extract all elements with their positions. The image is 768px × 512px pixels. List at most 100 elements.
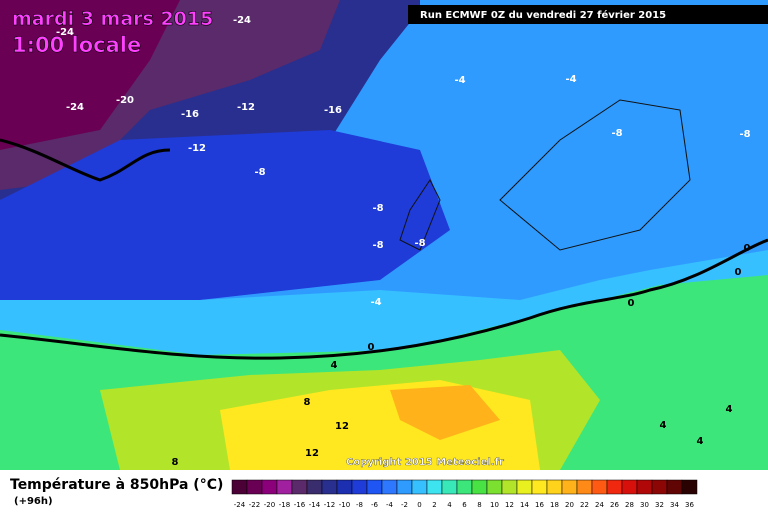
isotherm (0, 138, 171, 182)
color-swatch (501, 479, 518, 495)
contour-label: -20 (116, 95, 134, 106)
zero-isotherm (0, 238, 768, 360)
contour-label: -16 (324, 105, 342, 116)
color-swatch (621, 479, 638, 495)
contour-label: -24 (233, 15, 251, 26)
legend-tick-label: 8 (477, 501, 481, 509)
legend-tick-label: -22 (249, 501, 260, 509)
legend-tick-label: -6 (371, 501, 379, 509)
legend-tick-label: 2 (432, 501, 436, 509)
contour-label: 12 (335, 421, 349, 432)
color-swatch (666, 479, 683, 495)
color-swatch (681, 479, 698, 495)
legend-tick-label: -10 (339, 501, 350, 509)
legend-tick-label: 16 (535, 501, 544, 509)
color-swatch (546, 479, 563, 495)
legend-tick-label: -4 (386, 501, 394, 509)
legend-tick-label: 12 (505, 501, 514, 509)
legend-tick-label: -14 (309, 501, 321, 509)
warm-area (390, 385, 500, 440)
color-swatch (636, 479, 653, 495)
legend-tick-label: 14 (520, 501, 529, 509)
legend-subtitle: (+96h) (14, 496, 53, 507)
color-swatch (456, 479, 473, 495)
legend-tick-label: -24 (234, 501, 246, 509)
legend-tick-label: 36 (685, 501, 694, 509)
color-swatch (351, 479, 368, 495)
legend-tick-label: 18 (550, 501, 559, 509)
contour-label: 4 (331, 360, 338, 371)
legend-tick-label: -20 (264, 501, 275, 509)
legend-tick-label: -18 (279, 501, 290, 509)
color-swatch (261, 479, 278, 495)
contour-label: -24 (66, 102, 84, 113)
color-swatch (576, 479, 593, 495)
contour-label: -24 (56, 27, 74, 38)
legend-tick-label: 26 (610, 501, 619, 509)
legend-tick-label: 0 (417, 501, 421, 509)
color-swatch (606, 479, 623, 495)
contour-label: -8 (372, 203, 383, 214)
contour-label: -4 (454, 75, 465, 86)
contour-label: -16 (181, 109, 199, 120)
color-swatch (411, 479, 428, 495)
color-swatch (246, 479, 263, 495)
contour-label: 12 (305, 448, 319, 459)
contour-label: -8 (611, 128, 622, 139)
legend-tick-label: -8 (356, 501, 363, 509)
contour-label: -8 (372, 240, 383, 251)
legend-tick-label: 34 (670, 501, 679, 509)
contour-label: 0 (628, 298, 635, 309)
legend-tick-label: 20 (565, 501, 574, 509)
color-swatch (486, 479, 503, 495)
legend-tick-label: 32 (655, 501, 664, 509)
contour-label: 0 (368, 342, 375, 353)
color-swatch (471, 479, 488, 495)
contour-label: -12 (188, 143, 206, 154)
color-swatch (531, 479, 548, 495)
color-swatch (561, 479, 578, 495)
contour-label: -8 (414, 238, 425, 249)
coastline (399, 99, 691, 251)
contour-label: -8 (739, 129, 750, 140)
contour-label: 4 (726, 404, 733, 415)
contour-label: -12 (237, 102, 255, 113)
color-swatch (426, 479, 443, 495)
contour-label: 0 (744, 243, 751, 254)
contour-label: -4 (370, 297, 381, 308)
time-text: 1:00 locale (12, 33, 141, 57)
cold-area (0, 0, 180, 150)
cool-area (0, 130, 450, 300)
color-swatch (321, 479, 338, 495)
legend-tick-label: 10 (490, 501, 499, 509)
legend-tick-label: -12 (324, 501, 335, 509)
legend-tick-label: -16 (294, 501, 306, 509)
contour-label: 4 (660, 420, 667, 431)
color-swatch (516, 479, 533, 495)
color-swatch (366, 479, 383, 495)
color-swatch (441, 479, 458, 495)
color-swatch (336, 479, 353, 495)
legend-tick-label: 24 (595, 501, 604, 509)
color-swatch (306, 479, 323, 495)
contour-label: -4 (565, 74, 576, 85)
color-swatch (276, 479, 293, 495)
legend-tick-label: -2 (401, 501, 408, 509)
color-swatch (651, 479, 668, 495)
contour-label: 0 (735, 267, 742, 278)
contour-label: 8 (304, 397, 311, 408)
legend-tick-label: 30 (640, 501, 649, 509)
contour-label: 4 (697, 436, 704, 447)
legend-tick-label: 28 (625, 501, 634, 509)
run-text: Run ECMWF 0Z du vendredi 27 février 2015 (420, 9, 666, 21)
color-swatch (231, 479, 248, 495)
color-swatch (381, 479, 398, 495)
legend-tick-label: 4 (447, 501, 452, 509)
legend-title: Température à 850hPa (°C) (10, 477, 223, 493)
legend-tick-label: 22 (580, 501, 589, 509)
legend-tick-label: 6 (462, 501, 467, 509)
contour-label: 8 (172, 457, 179, 468)
color-swatch (396, 479, 413, 495)
color-swatch (291, 479, 308, 495)
